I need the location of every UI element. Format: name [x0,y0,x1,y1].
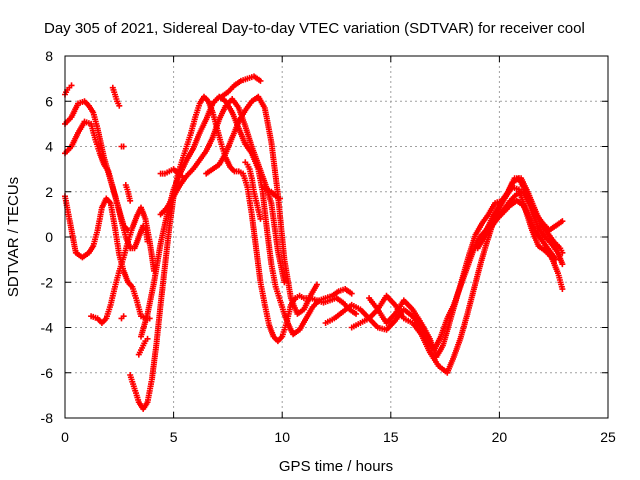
series-track-22 [135,335,151,358]
plus-markers [122,182,134,204]
series-track-5 [88,204,158,326]
y-tick-label: 0 [45,229,53,245]
y-axis-ticks: -8 -6 -4 -2 0 2 4 6 8 [41,48,608,426]
plus-markers [157,166,186,179]
y-tick-label: -2 [41,274,54,290]
x-axis-ticks: 0 5 10 15 20 25 [61,56,616,445]
x-tick-label: 10 [274,429,290,445]
data-marks [62,73,566,412]
y-axis-title: SDTVAR / TECUs [5,177,22,297]
series-track-23 [118,313,127,322]
plus-markers [118,143,127,150]
series-track-13 [203,93,320,317]
plus-markers [157,96,288,286]
y-tick-label: 2 [45,184,53,200]
x-tick-label: 0 [61,429,69,445]
x-tick-label: 5 [170,429,178,445]
y-tick-label: 4 [45,139,53,155]
series-track-12 [157,166,186,179]
y-tick-label: 8 [45,48,53,64]
plus-markers [118,313,127,322]
y-tick-label: 6 [45,93,53,109]
plus-markers [109,84,123,109]
y-tick-label: -8 [41,410,54,426]
series-track-16 [259,184,284,202]
x-tick-label: 20 [492,429,508,445]
series-track-14 [218,73,264,100]
x-axis-title: GPS time / hours [279,458,393,475]
series-track-8 [122,182,134,204]
x-tick-label: 15 [383,429,399,445]
series-track-7 [118,143,127,150]
plus-markers [88,204,158,326]
series-track-11 [157,96,288,286]
plus-markers [474,197,559,263]
y-tick-label: -6 [41,365,54,381]
series-track-15 [242,159,264,222]
x-tick-label: 25 [600,429,616,445]
plus-markers [242,159,264,222]
plus-markers [218,73,264,100]
chart-title: Day 305 of 2021, Sidereal Day-to-day VTE… [44,20,585,37]
series-track-6 [109,84,123,109]
y-tick-label: -4 [41,320,54,336]
plus-markers [203,93,320,317]
series-track-21 [474,197,559,263]
plus-markers [135,335,151,358]
plus-markers [259,184,284,202]
